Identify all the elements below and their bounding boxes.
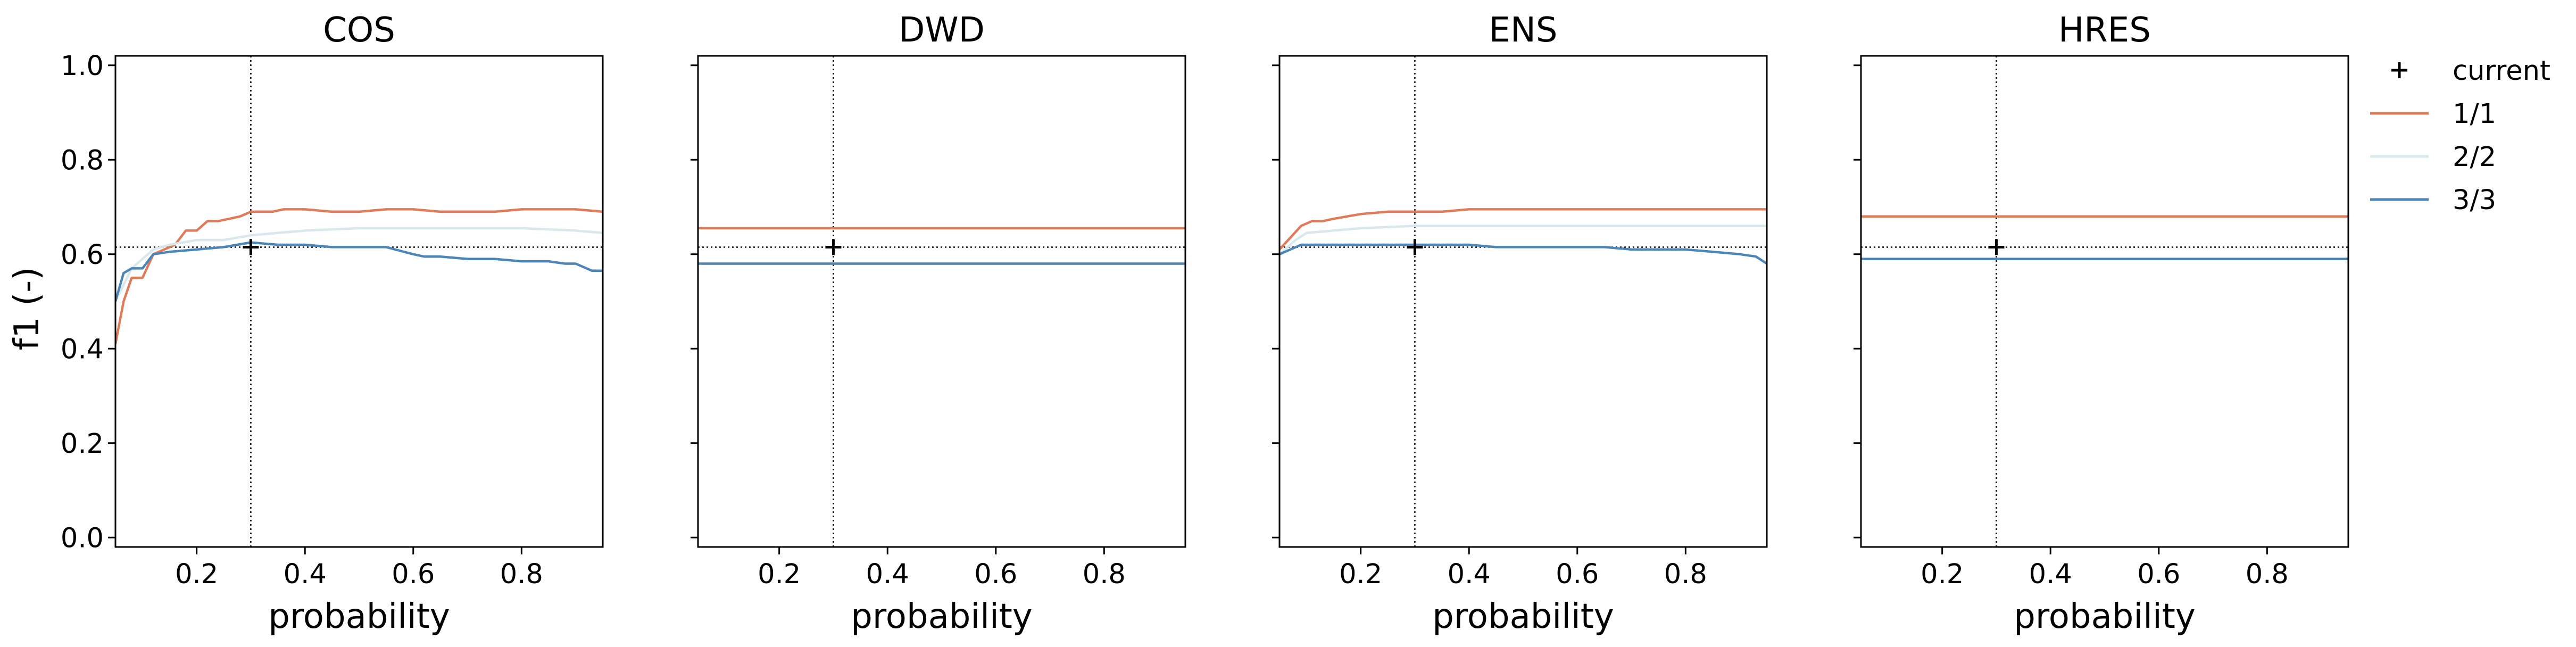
legend-item-1-1: 1/1	[2370, 98, 2496, 130]
y-tick-label: 0.8	[61, 145, 104, 176]
axes-frame	[697, 55, 1186, 548]
x-axis-label: probability	[1432, 597, 1614, 636]
plot-area	[1279, 56, 1767, 547]
legend-label: current	[2453, 55, 2550, 87]
x-tick-label: 0.2	[758, 559, 801, 590]
x-axis-label: probability	[2014, 597, 2195, 636]
axes-frame	[1860, 55, 2349, 548]
y-tick-label: 0.6	[61, 239, 104, 271]
legend-label: 3/3	[2453, 185, 2496, 216]
x-tick-label: 0.8	[1083, 559, 1126, 590]
x-tick-label: 0.8	[500, 559, 543, 590]
panel-title: COS	[323, 11, 395, 50]
panel-ens: ENS 0.2 0.4 0.6 0.8 probability	[1272, 11, 1768, 636]
x-tick-label: 0.6	[392, 559, 435, 590]
current-marker	[243, 239, 259, 255]
x-tick-label: 0.6	[2137, 559, 2180, 590]
legend-label: 2/2	[2453, 142, 2496, 173]
panel-title: ENS	[1489, 11, 1558, 50]
y-tick-label: 0.0	[61, 522, 104, 554]
x-tick-label: 0.8	[1664, 559, 1707, 590]
series-line-3-3	[115, 241, 603, 302]
x-axis-label: probability	[268, 597, 450, 636]
x-tick-label: 0.2	[175, 559, 218, 590]
panel-hres: HRES 0.2 0.4 0.6 0.8 probability	[1854, 11, 2349, 636]
x-tick-label: 0.2	[1921, 559, 1964, 590]
legend-item-2-2: 2/2	[2370, 142, 2496, 173]
series-line-2-2	[1279, 225, 1767, 255]
legend: current 1/1 2/2 3/3	[2370, 55, 2550, 216]
series-line-2-2	[115, 227, 603, 302]
x-tick-label: 0.4	[1448, 559, 1491, 590]
x-tick-label: 0.2	[1339, 559, 1382, 590]
series-line-1-1	[1279, 208, 1767, 251]
panels: COS 0.2 0.4 0.6 0.8 0.0 0.2 0.4 0.6 0.8 1.0 probabi…	[61, 11, 2349, 636]
panel-title: DWD	[899, 11, 985, 50]
panel-title: HRES	[2058, 11, 2151, 50]
y-tick-label: 1.0	[61, 51, 104, 82]
series-line-3-3	[1279, 243, 1767, 265]
y-axis-label: f1 (-)	[7, 267, 47, 351]
panel-dwd: DWD 0.2 0.4 0.6 0.8 probability	[691, 11, 1186, 636]
x-tick-label: 0.6	[974, 559, 1017, 590]
current-marker	[1988, 239, 2005, 255]
series-line-1-1	[115, 208, 603, 344]
x-tick-label: 0.4	[866, 559, 909, 590]
x-tick-label: 0.4	[2029, 559, 2072, 590]
plot-area	[115, 56, 603, 547]
y-tick-label: 0.4	[61, 334, 104, 365]
current-marker	[825, 239, 842, 255]
axes-frame	[1278, 55, 1768, 548]
legend-item-3-3: 3/3	[2370, 185, 2496, 216]
plot-area	[1861, 56, 2348, 547]
x-axis-label: probability	[851, 597, 1032, 636]
x-tick-label: 0.8	[2246, 559, 2289, 590]
legend-label: 1/1	[2453, 98, 2496, 130]
plot-area	[698, 56, 1185, 547]
y-tick-label: 0.2	[61, 428, 104, 460]
axes-frame	[114, 55, 604, 548]
panel-cos: COS 0.2 0.4 0.6 0.8 0.0 0.2 0.4 0.6 0.8 1.0 probabi…	[61, 11, 604, 636]
x-tick-label: 0.4	[284, 559, 327, 590]
current-marker	[1407, 239, 1423, 255]
x-tick-label: 0.6	[1556, 559, 1599, 590]
legend-item-current: current	[2391, 55, 2550, 87]
